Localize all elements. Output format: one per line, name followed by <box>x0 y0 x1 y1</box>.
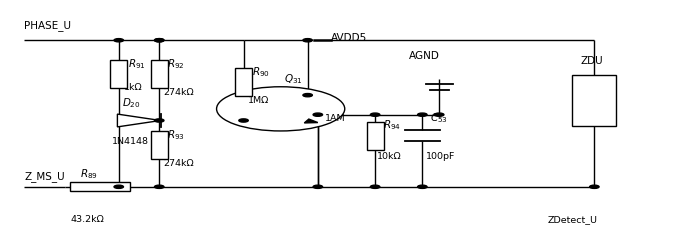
Circle shape <box>155 39 164 42</box>
Circle shape <box>114 39 124 42</box>
Circle shape <box>155 185 164 188</box>
Circle shape <box>303 39 312 42</box>
Text: PHASE_U: PHASE_U <box>24 20 71 31</box>
Circle shape <box>239 119 248 122</box>
Text: 1AM: 1AM <box>324 114 345 123</box>
Bar <box>151 131 168 159</box>
Bar <box>151 60 168 88</box>
Text: $C_{53}$: $C_{53}$ <box>431 112 448 125</box>
Circle shape <box>313 113 322 116</box>
Text: 43.2kΩ: 43.2kΩ <box>70 215 104 224</box>
Text: AGND: AGND <box>409 51 439 61</box>
Text: 10kΩ: 10kΩ <box>377 152 402 161</box>
Text: AVDD5: AVDD5 <box>331 33 368 43</box>
Circle shape <box>418 113 427 116</box>
Circle shape <box>418 185 427 188</box>
Text: $R_{93}$: $R_{93}$ <box>168 128 185 142</box>
Text: $R_{91}$: $R_{91}$ <box>128 57 145 71</box>
Text: $R_{94}$: $R_{94}$ <box>383 119 402 132</box>
Bar <box>110 60 127 88</box>
Text: 274kΩ: 274kΩ <box>164 88 194 97</box>
Bar <box>366 122 383 150</box>
Bar <box>573 75 617 126</box>
Text: $R_{89}$: $R_{89}$ <box>80 168 97 181</box>
Text: $D_{20}$: $D_{20}$ <box>122 97 141 110</box>
Text: $R_{90}$: $R_{90}$ <box>251 65 270 79</box>
Bar <box>235 68 252 96</box>
Circle shape <box>435 113 444 116</box>
Text: 1MΩ: 1MΩ <box>247 96 269 105</box>
Circle shape <box>303 94 312 97</box>
Text: 274kΩ: 274kΩ <box>164 159 194 168</box>
Text: ZDU: ZDU <box>581 56 604 66</box>
Text: Z_MS_U: Z_MS_U <box>24 171 65 182</box>
Circle shape <box>114 185 124 188</box>
Circle shape <box>370 113 380 116</box>
Text: 1N4148: 1N4148 <box>112 137 149 146</box>
Text: ZDetect_U: ZDetect_U <box>547 215 597 224</box>
Circle shape <box>313 185 322 188</box>
Circle shape <box>155 39 164 42</box>
Text: $R_{92}$: $R_{92}$ <box>168 57 185 71</box>
Polygon shape <box>304 119 318 123</box>
Text: $Q_{31}$: $Q_{31}$ <box>284 72 303 86</box>
Text: 100pF: 100pF <box>427 152 456 161</box>
Circle shape <box>155 119 164 122</box>
Bar <box>70 182 130 191</box>
Circle shape <box>370 185 380 188</box>
Text: 1kΩ: 1kΩ <box>124 83 143 92</box>
Polygon shape <box>118 114 161 127</box>
Circle shape <box>216 87 345 131</box>
Circle shape <box>589 185 599 188</box>
